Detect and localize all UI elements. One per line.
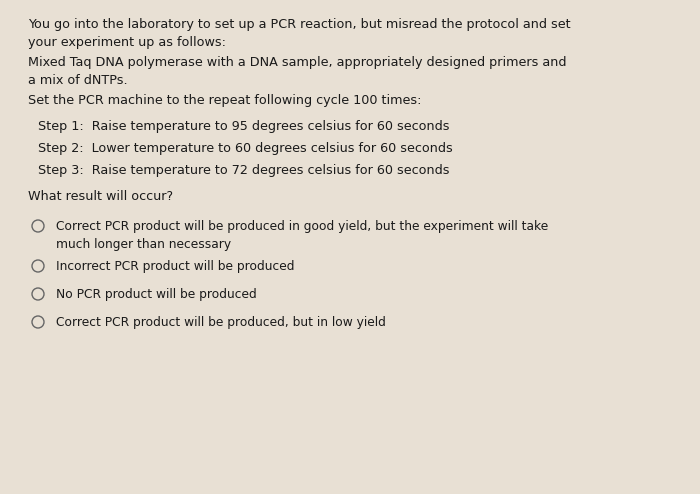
Text: Mixed Taq DNA polymerase with a DNA sample, appropriately designed primers and
a: Mixed Taq DNA polymerase with a DNA samp… bbox=[28, 56, 566, 87]
Text: Correct PCR product will be produced, but in low yield: Correct PCR product will be produced, bu… bbox=[56, 316, 386, 329]
Text: Step 2:  Lower temperature to 60 degrees celsius for 60 seconds: Step 2: Lower temperature to 60 degrees … bbox=[38, 142, 453, 155]
Text: Step 1:  Raise temperature to 95 degrees celsius for 60 seconds: Step 1: Raise temperature to 95 degrees … bbox=[38, 120, 449, 133]
Text: Step 3:  Raise temperature to 72 degrees celsius for 60 seconds: Step 3: Raise temperature to 72 degrees … bbox=[38, 164, 449, 177]
Text: Incorrect PCR product will be produced: Incorrect PCR product will be produced bbox=[56, 260, 295, 273]
Text: What result will occur?: What result will occur? bbox=[28, 190, 173, 203]
Text: Set the PCR machine to the repeat following cycle 100 times:: Set the PCR machine to the repeat follow… bbox=[28, 94, 421, 107]
Text: No PCR product will be produced: No PCR product will be produced bbox=[56, 288, 257, 301]
Text: You go into the laboratory to set up a PCR reaction, but misread the protocol an: You go into the laboratory to set up a P… bbox=[28, 18, 570, 49]
Text: Correct PCR product will be produced in good yield, but the experiment will take: Correct PCR product will be produced in … bbox=[56, 220, 548, 251]
